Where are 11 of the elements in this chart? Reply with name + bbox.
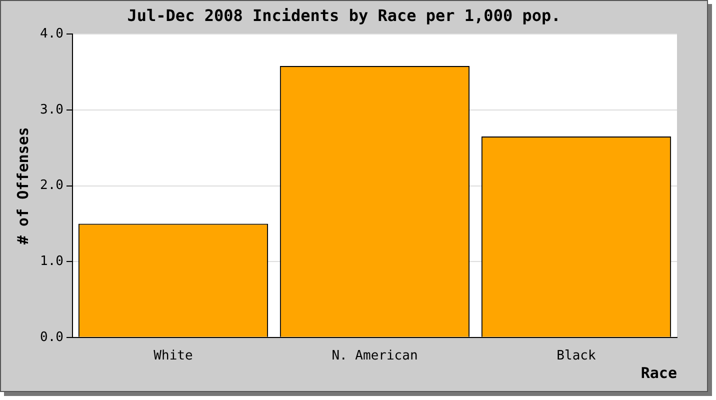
x-tick-label: N. American	[332, 348, 418, 364]
y-tick-label: 2.0	[40, 178, 64, 194]
y-tick-label: 1.0	[40, 254, 64, 269]
y-tick-label: 4.0	[40, 26, 64, 42]
x-tick-label: Black	[556, 348, 596, 364]
x-axis-title: Race	[640, 364, 677, 382]
y-tick-label: 0.0	[40, 330, 64, 345]
x-tick-label: White	[154, 348, 193, 364]
y-axis-title: # of Offenses	[14, 127, 32, 245]
y-tick-label: 3.0	[40, 102, 64, 118]
chart-title: Jul-Dec 2008 Incidents by Race per 1,000 pop.	[127, 6, 561, 25]
